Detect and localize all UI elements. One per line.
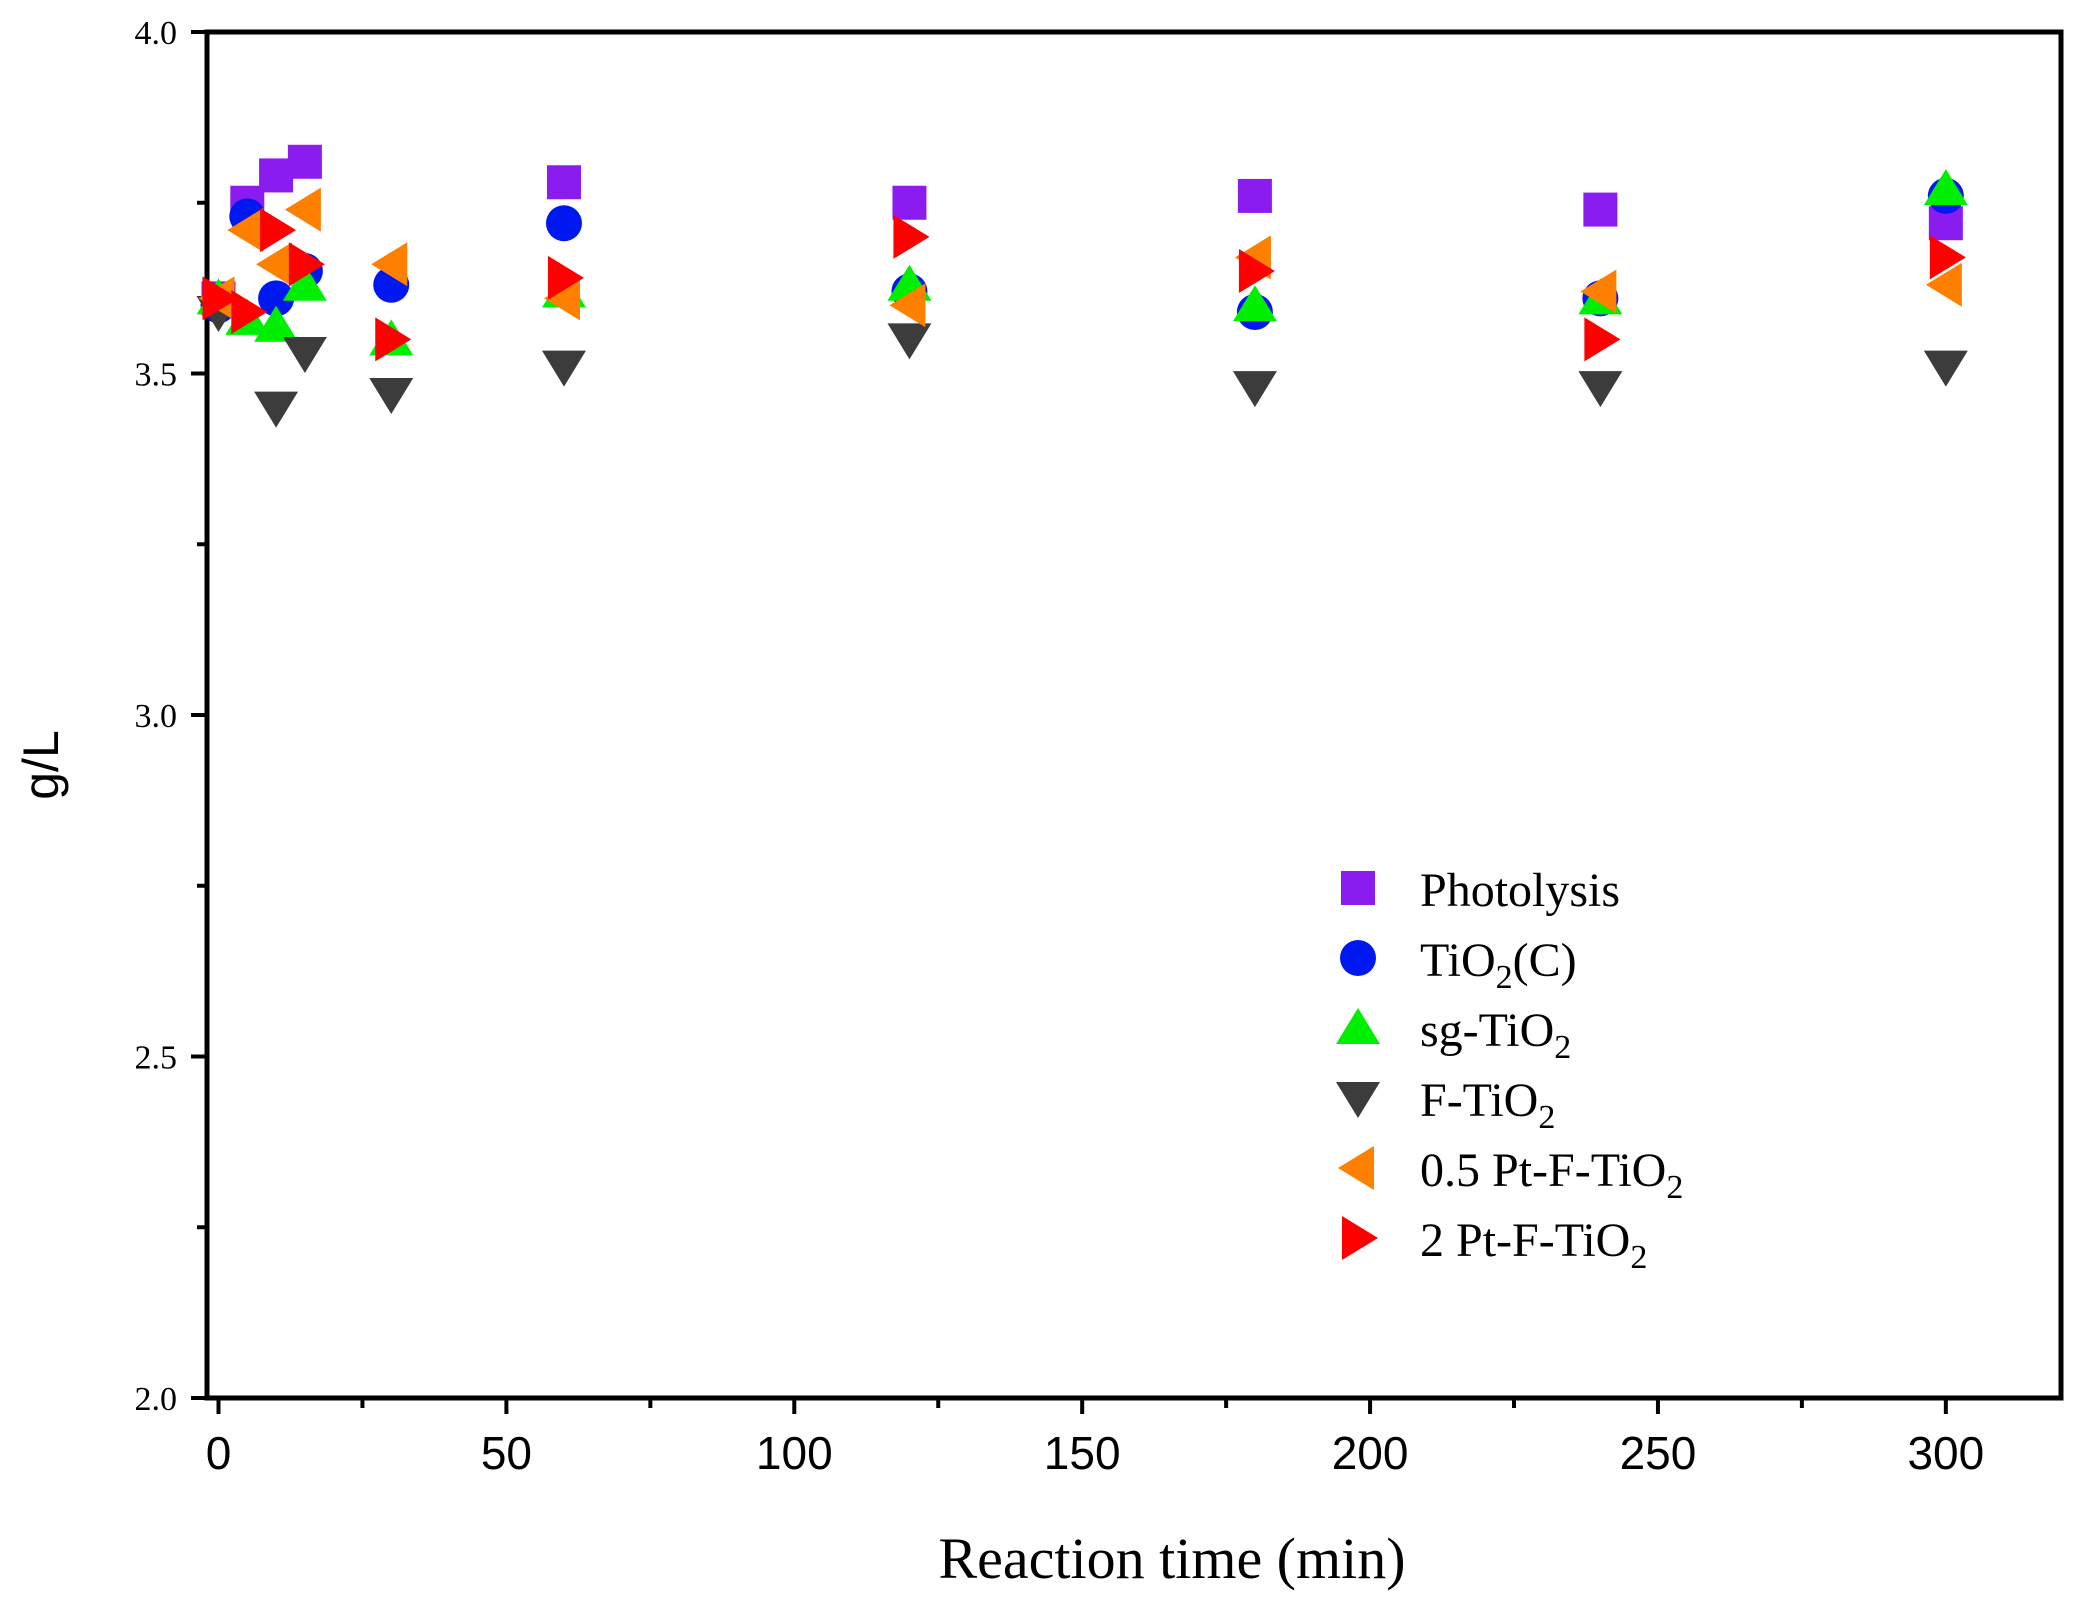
legend-item: F-TiO2 <box>1336 1074 1555 1136</box>
legend-marker <box>1341 871 1375 905</box>
y-tick-label: 2.5 <box>135 1040 178 1077</box>
legend-item: 2 Pt-F-TiO2 <box>1342 1214 1647 1276</box>
x-tick-label: 300 <box>1907 1427 1984 1479</box>
data-point <box>375 317 412 362</box>
data-point <box>887 323 932 360</box>
data-point <box>202 276 239 321</box>
plot-frame <box>204 29 2064 1401</box>
data-point <box>1237 178 1272 213</box>
data-point <box>1923 169 1968 206</box>
legend-marker <box>1340 940 1376 976</box>
series-tio2-c- <box>200 177 1964 331</box>
data-point <box>1232 285 1277 322</box>
data-point <box>1925 262 1962 307</box>
legend-label: TiO2(C) <box>1420 934 1577 996</box>
y-tick-label: 2.0 <box>135 1381 178 1418</box>
x-tick-label: 200 <box>1332 1427 1409 1479</box>
x-tick-label: 250 <box>1620 1427 1697 1479</box>
legend-marker <box>1336 1082 1380 1118</box>
legend-item: TiO2(C) <box>1340 934 1577 996</box>
legend-marker <box>1338 1146 1374 1190</box>
data-point <box>543 276 580 321</box>
legend-label: Photolysis <box>1420 864 1620 917</box>
data-point <box>1580 269 1617 314</box>
data-point <box>254 305 299 342</box>
data-point <box>547 255 584 300</box>
data-point <box>545 205 582 242</box>
data-point <box>288 242 325 287</box>
data-point <box>287 144 322 179</box>
data-point <box>1238 249 1275 294</box>
y-axis-title: g/L <box>13 730 69 800</box>
legend-marker <box>1336 1008 1380 1044</box>
x-tick-label: 0 <box>206 1427 232 1479</box>
data-point <box>1232 371 1277 408</box>
data-point <box>259 158 294 193</box>
data-point <box>231 290 268 335</box>
legend-marker <box>1342 1216 1378 1260</box>
y-tick-label: 3.5 <box>135 357 178 394</box>
series-f-tio2 <box>196 296 1968 428</box>
axes <box>204 29 2064 1401</box>
legend: Photolysis TiO2(C) sg-TiO2 F-TiO2 0.5 Pt-F-T… <box>1336 864 1683 1276</box>
data-point <box>282 264 327 301</box>
x-tick-label: 50 <box>481 1427 532 1479</box>
data-point <box>1583 192 1618 227</box>
data-point <box>1929 235 1966 280</box>
data-point <box>258 280 295 317</box>
data-point <box>227 208 264 253</box>
ticks: 2.0 2.5 3.0 3.5 4.0 0 50 100 150 200 250 300 <box>135 15 1985 1479</box>
data-point <box>254 391 299 428</box>
data-point <box>1578 371 1623 408</box>
legend-label: 2 Pt-F-TiO2 <box>1420 1214 1647 1276</box>
y-tick-label: 4.0 <box>135 15 178 52</box>
data-point <box>892 185 927 220</box>
legend-label: F-TiO2 <box>1420 1074 1555 1136</box>
data-point <box>1923 350 1968 387</box>
data-point <box>282 337 327 374</box>
data-point <box>256 242 293 287</box>
legend-label: 0.5 Pt-F-TiO2 <box>1420 1144 1683 1206</box>
legend-item: sg-TiO2 <box>1336 1004 1571 1066</box>
data-point <box>369 377 414 414</box>
legend-item: 0.5 Pt-F-TiO2 <box>1338 1144 1683 1206</box>
series-photolysis <box>201 144 1963 316</box>
data-point <box>546 165 581 200</box>
legend-label: sg-TiO2 <box>1420 1004 1571 1066</box>
series-sg-tio2 <box>196 169 1968 356</box>
x-axis-title: Reaction time (min) <box>938 1526 1405 1591</box>
data-point <box>541 350 586 387</box>
y-tick-label: 3.0 <box>135 698 178 735</box>
series-0-5-pt-f-tio2 <box>198 187 1962 328</box>
data-point <box>1584 317 1621 362</box>
data-point <box>889 283 926 328</box>
data-point <box>893 214 930 259</box>
x-tick-label: 100 <box>756 1427 833 1479</box>
x-tick-label: 150 <box>1044 1427 1121 1479</box>
data-points <box>196 144 1968 428</box>
data-point <box>371 242 408 287</box>
series-2-pt-f-tio2 <box>202 208 1966 362</box>
data-point <box>284 187 321 232</box>
data-point <box>260 208 297 253</box>
legend-item: Photolysis <box>1341 864 1620 917</box>
